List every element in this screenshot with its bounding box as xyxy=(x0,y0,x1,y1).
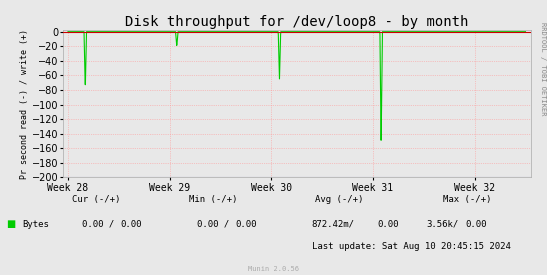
Text: RRDTOOL / TOBI OETIKER: RRDTOOL / TOBI OETIKER xyxy=(540,22,546,115)
Text: 0.00: 0.00 xyxy=(465,220,486,229)
Text: 0.00 /: 0.00 / xyxy=(82,220,114,229)
Text: Bytes: Bytes xyxy=(22,220,49,229)
Text: 3.56k/: 3.56k/ xyxy=(427,220,459,229)
Text: Cur (-/+): Cur (-/+) xyxy=(72,195,120,204)
Text: 0.00: 0.00 xyxy=(120,220,142,229)
Text: 0.00 /: 0.00 / xyxy=(197,220,229,229)
Text: 0.00: 0.00 xyxy=(377,220,399,229)
Text: ■: ■ xyxy=(7,219,16,229)
Text: Min (-/+): Min (-/+) xyxy=(189,195,237,204)
Text: Last update: Sat Aug 10 20:45:15 2024: Last update: Sat Aug 10 20:45:15 2024 xyxy=(312,242,511,251)
Text: 0.00: 0.00 xyxy=(235,220,257,229)
Text: Max (-/+): Max (-/+) xyxy=(444,195,492,204)
Text: Munin 2.0.56: Munin 2.0.56 xyxy=(248,266,299,272)
Title: Disk throughput for /dev/loop8 - by month: Disk throughput for /dev/loop8 - by mont… xyxy=(125,15,468,29)
Y-axis label: Pr second read (-) / write (+): Pr second read (-) / write (+) xyxy=(20,29,30,179)
Text: Avg (-/+): Avg (-/+) xyxy=(315,195,363,204)
Text: 872.42m/: 872.42m/ xyxy=(312,220,355,229)
